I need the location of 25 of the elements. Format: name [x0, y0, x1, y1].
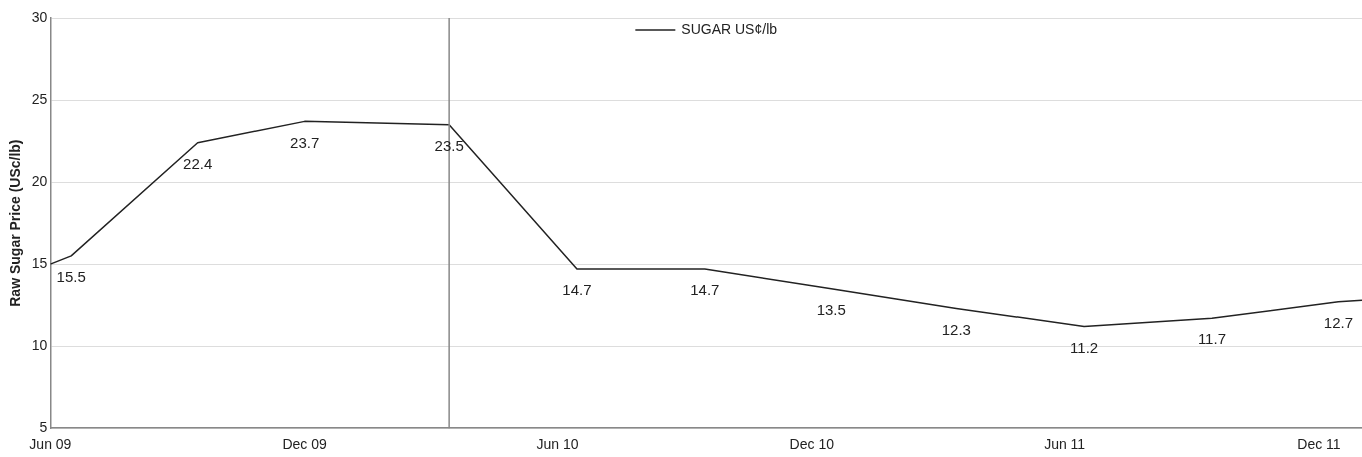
x-tick-label: Jun 11: [1044, 436, 1086, 453]
x-tick-label: Jun 09: [29, 436, 72, 453]
data-label: 13.5: [816, 300, 846, 318]
legend-label: SUGAR US¢/lb: [681, 20, 778, 37]
y-tick-label: 20: [31, 172, 48, 189]
y-tick-label: 15: [31, 254, 48, 271]
y-tick-label: 30: [31, 8, 48, 25]
data-label: 14.7: [690, 281, 720, 299]
y-tick-label: 25: [31, 90, 48, 107]
data-label: 23.5: [434, 136, 464, 154]
x-tick-label: Jun 10: [536, 436, 579, 453]
data-label: 23.7: [290, 133, 320, 151]
data-label: 14.7: [562, 281, 592, 299]
data-label: 22.4: [183, 154, 213, 172]
y-axis-title: Raw Sugar Price (USc/lb): [7, 139, 24, 307]
x-tick-label: Dec 11: [1297, 436, 1341, 453]
x-tick-label: Dec 09: [282, 436, 328, 453]
y-tick-label: 10: [31, 337, 48, 354]
data-label: 12.3: [941, 320, 971, 338]
data-label: 11.7: [1197, 330, 1226, 348]
data-label: 11.2: [1070, 338, 1099, 356]
data-label: 12.7: [1323, 314, 1353, 331]
data-label: 15.5: [56, 268, 86, 286]
x-tick-label: Dec 10: [789, 436, 835, 453]
y-tick-label: 5: [39, 419, 48, 436]
